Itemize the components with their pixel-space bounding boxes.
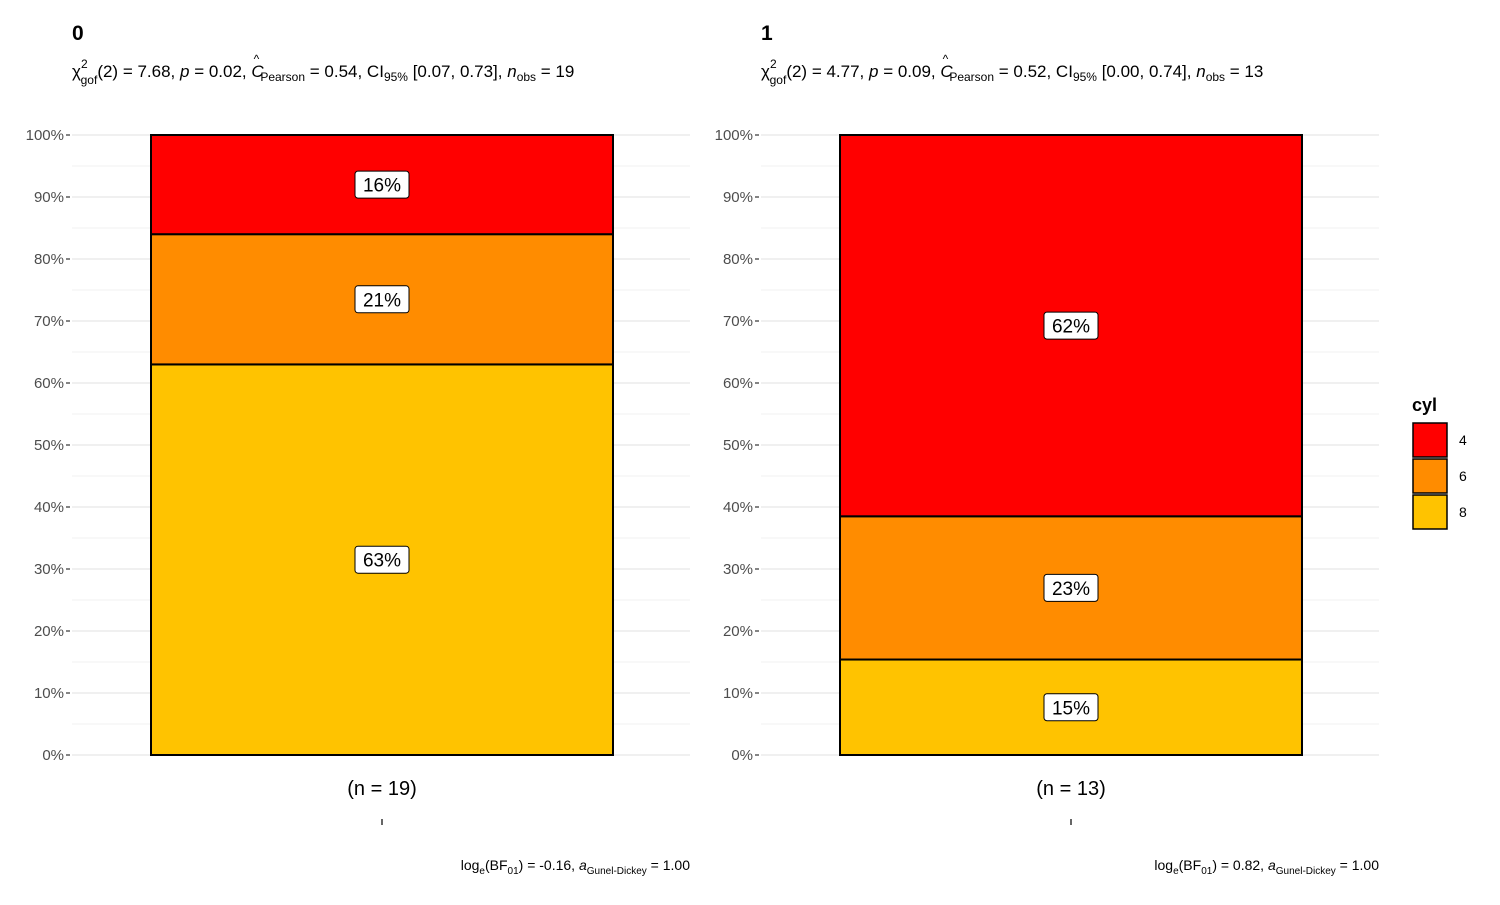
- x-tick-label: (n = 19): [347, 778, 416, 800]
- y-tick-label: 80%: [34, 251, 64, 268]
- y-axis: 0% 10% 20% 30% 40% 50% 60% 70% 80% 90% 100%: [26, 127, 70, 764]
- bar-segments: [150, 134, 614, 756]
- data-labels: 15% 23% 62%: [1043, 311, 1099, 722]
- legend: cyl 4 6 8: [1412, 395, 1467, 530]
- data-label: 62%: [1052, 317, 1090, 338]
- y-tick-label: 30%: [723, 561, 753, 578]
- y-tick-label: 10%: [34, 685, 64, 702]
- data-label-box: [354, 545, 410, 574]
- data-label-box: [1043, 573, 1099, 602]
- panel-title: 0: [72, 22, 84, 45]
- data-label: 16%: [363, 176, 401, 197]
- bar-segments: [839, 134, 1303, 757]
- y-tick-label: 0%: [731, 747, 753, 764]
- panel-caption: loge(BF01) = -0.16, aGunel-Dickey = 1.00: [461, 857, 690, 877]
- y-tick-label: 90%: [34, 189, 64, 206]
- data-label-box: [354, 170, 410, 199]
- data-label-box: [1043, 311, 1099, 340]
- legend-swatch-cyl-6: [1412, 458, 1448, 494]
- y-tick-label: 40%: [34, 499, 64, 516]
- panel-0: 0 χ2 gof(2) = 7.68, p = 0.02, C^Pearson =…: [26, 22, 691, 877]
- legend-title: cyl: [1412, 395, 1437, 415]
- y-tick-label: 60%: [723, 375, 753, 392]
- y-tick-label: 60%: [34, 375, 64, 392]
- legend-swatch-cyl-4: [1412, 422, 1448, 458]
- y-tick-label: 20%: [34, 623, 64, 640]
- y-tick-label: 10%: [723, 685, 753, 702]
- y-tick-label: 100%: [715, 127, 753, 144]
- data-label: 21%: [363, 290, 401, 311]
- panel-caption: loge(BF01) = 0.82, aGunel-Dickey = 1.00: [1154, 857, 1379, 877]
- y-tick-label: 30%: [34, 561, 64, 578]
- legend-swatch-cyl-8: [1412, 494, 1448, 530]
- y-tick-label: 0%: [42, 747, 64, 764]
- y-tick-label: 50%: [34, 437, 64, 454]
- y-tick-label: 80%: [723, 251, 753, 268]
- y-tick-label: 50%: [723, 437, 753, 454]
- y-tick-label: 70%: [723, 313, 753, 330]
- legend-label: 8: [1459, 504, 1467, 520]
- y-tick-label: 100%: [26, 127, 64, 144]
- data-label-box: [354, 285, 410, 314]
- legend-label: 6: [1459, 468, 1467, 484]
- legend-label: 4: [1459, 432, 1467, 448]
- y-axis: 0% 10% 20% 30% 40% 50% 60% 70% 80% 90% 100%: [715, 127, 759, 764]
- data-label: 63%: [363, 551, 401, 572]
- data-label-box: [1043, 693, 1099, 722]
- data-label: 15%: [1052, 698, 1090, 719]
- x-tick-label: (n = 13): [1036, 778, 1105, 800]
- panel-1: 1 χ2 gof(2) = 4.77, p = 0.09, C^Pearson =…: [715, 22, 1380, 877]
- y-tick-label: 40%: [723, 499, 753, 516]
- y-tick-label: 90%: [723, 189, 753, 206]
- legend-items: 4 6 8: [1412, 422, 1467, 530]
- panel-subtitle: χ2 gof(2) = 7.68, p = 0.02, C^Pearson = 0…: [72, 52, 574, 87]
- y-tick-label: 20%: [723, 623, 753, 640]
- y-tick-label: 70%: [34, 313, 64, 330]
- panel-subtitle: χ2 gof(2) = 4.77, p = 0.09, C^Pearson = 0…: [761, 52, 1263, 87]
- panel-title: 1: [761, 22, 773, 45]
- data-label: 23%: [1052, 579, 1090, 600]
- data-labels: 63% 21% 16%: [354, 170, 410, 574]
